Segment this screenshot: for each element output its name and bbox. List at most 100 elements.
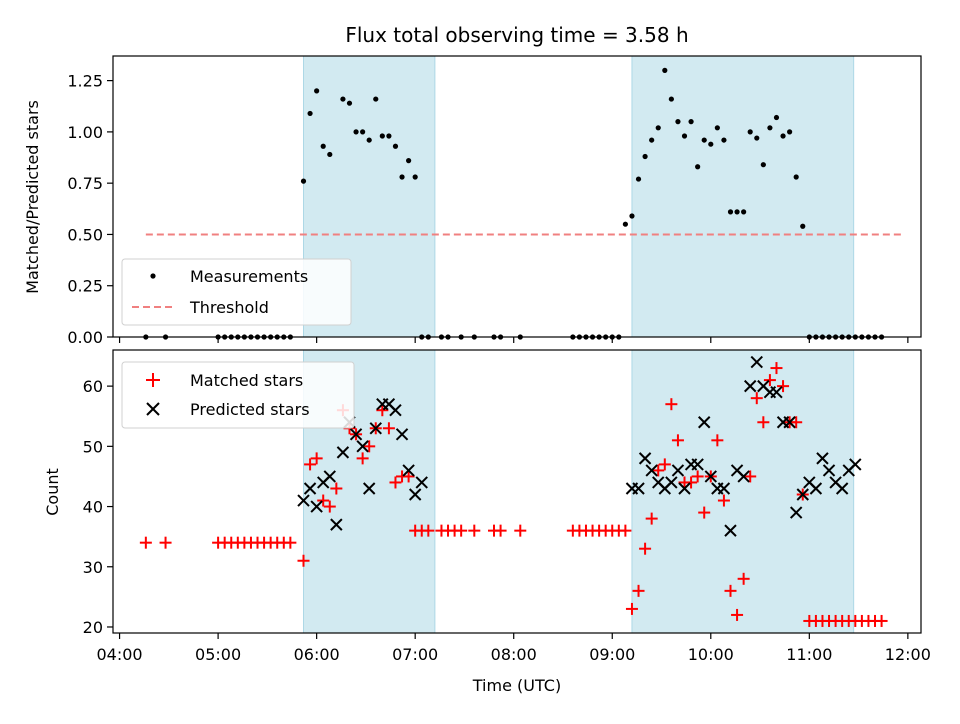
matched-star-marker [770, 362, 783, 375]
measurement-point [412, 174, 418, 180]
bottom-y-axis-label: Count [43, 468, 62, 516]
matched-star-marker [389, 476, 402, 489]
measurement-point [379, 133, 385, 139]
matched-star-marker [468, 524, 481, 537]
matched-star-marker [139, 536, 152, 549]
matched-star-marker [645, 512, 658, 525]
legend-measurement-marker [150, 273, 156, 279]
y-tick-label: 0.50 [67, 225, 103, 244]
matched-star-marker [757, 416, 770, 429]
measurement-point [642, 153, 648, 160]
measurement-point [688, 119, 694, 125]
predicted-star-marker [704, 470, 717, 483]
measurement-point [701, 137, 707, 143]
matched-star-marker [777, 380, 790, 393]
matched-star-marker [698, 506, 711, 519]
predicted-star-marker [356, 440, 369, 453]
measurement-point [327, 151, 333, 158]
predicted-star-marker [770, 385, 783, 399]
matched-star-marker [639, 542, 652, 555]
matched-star-marker [297, 554, 310, 567]
y-tick-label: 60 [83, 377, 103, 396]
x-tick-label: 05:00 [195, 645, 241, 664]
y-tick-label: 0.25 [67, 277, 103, 296]
predicted-star-marker [809, 482, 823, 495]
x-tick-label: 04:00 [97, 645, 143, 664]
matched-star-marker [691, 470, 704, 483]
matched-star-marker [763, 374, 776, 387]
measurement-point [767, 125, 773, 131]
bottom-legend: Matched stars Predicted stars [121, 361, 355, 429]
matched-star-marker [731, 608, 744, 621]
bottom-panel: 20 30 40 50 60 04:00 05:00 06:00 07:00 08:00 09:0… [43, 349, 931, 695]
measurement-point [655, 125, 661, 131]
matched-star-marker [625, 602, 638, 615]
chart-title: Flux total observing time = 3.58 h [345, 23, 688, 47]
predicted-star-marker [789, 506, 803, 519]
matched-star-marker [619, 524, 632, 537]
predicted-star-marker [415, 476, 428, 489]
measurement-point [622, 221, 628, 227]
measurement-point [721, 137, 727, 143]
x-tick-label: 06:00 [294, 645, 340, 664]
measurement-point [754, 135, 760, 141]
predicted-star-marker [297, 494, 310, 507]
predicted-star-marker [665, 476, 678, 489]
measurement-point [340, 96, 346, 102]
legend-matched-label: Matched stars [190, 371, 303, 390]
matched-star-marker [724, 584, 737, 597]
top-y-axis-label: Matched/Predicted stars [23, 100, 42, 294]
top-legend: Measurements Threshold [121, 258, 352, 326]
matched-star-marker [652, 464, 665, 477]
matched-star-marker [494, 524, 507, 537]
bottom-legend-box [121, 361, 355, 429]
matched-star-marker [737, 572, 750, 585]
matched-star-marker [382, 422, 395, 435]
predicted-star-marker [323, 470, 336, 483]
x-tick-label: 08:00 [491, 645, 537, 664]
measurement-point [780, 133, 786, 139]
top-x-ticks [118, 337, 909, 343]
predicted-star-marker [671, 464, 685, 477]
measurement-point [675, 119, 681, 125]
predicted-star-marker [310, 500, 323, 513]
matched-star-marker [750, 392, 763, 405]
matched-star-marker [685, 476, 698, 489]
y-tick-label: 1.00 [67, 123, 103, 142]
matched-star-marker [363, 440, 376, 453]
matched-star-marker [284, 536, 297, 549]
predicted-star-marker [691, 458, 704, 471]
measurement-point [366, 137, 372, 143]
shaded-interval-2 [631, 349, 855, 634]
measurement-point [734, 209, 740, 215]
matched-star-marker [790, 416, 803, 429]
predicted-star-marker [750, 355, 763, 369]
predicted-star-markers [297, 355, 862, 537]
measurement-point [353, 129, 359, 135]
top-panel: 0.00 0.25 0.50 0.75 1.00 1.25 Matched/Predict… [23, 55, 922, 347]
matched-star-marker [402, 470, 415, 483]
matched-star-markers [139, 362, 888, 627]
predicted-star-marker [362, 482, 376, 495]
predicted-star-marker [849, 458, 862, 471]
top-shaded-regions [303, 55, 855, 338]
top-legend-box [121, 258, 352, 326]
y-tick-label: 50 [83, 437, 103, 456]
measurement-point [662, 67, 668, 73]
measurement-point [406, 158, 412, 164]
matched-star-marker [514, 524, 527, 537]
measurement-point [681, 133, 688, 139]
matched-star-marker [875, 614, 888, 627]
measurement-point [649, 137, 655, 143]
matched-star-marker [658, 458, 671, 471]
matched-star-marker [310, 452, 323, 465]
matched-star-marker [632, 584, 645, 597]
predicted-star-marker [835, 482, 849, 495]
measurement-point [793, 174, 799, 180]
measurement-point [800, 223, 806, 229]
legend-predicted-marker [146, 402, 160, 416]
y-tick-label: 1.25 [67, 72, 103, 91]
matched-star-marker [455, 524, 468, 537]
predicted-star-marker [822, 464, 836, 477]
